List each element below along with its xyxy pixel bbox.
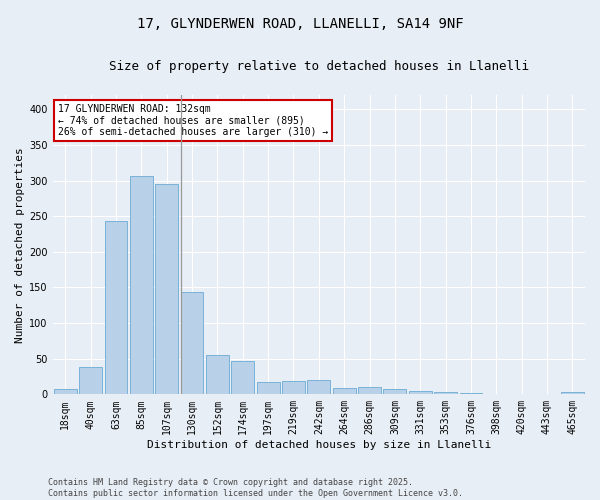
Title: Size of property relative to detached houses in Llanelli: Size of property relative to detached ho… [109,60,529,73]
Bar [104,221,127,394]
Bar [561,392,584,394]
Y-axis label: Number of detached properties: Number of detached properties [15,147,25,342]
Bar [434,392,457,394]
Text: 17, GLYNDERWEN ROAD, LLANELLI, SA14 9NF: 17, GLYNDERWEN ROAD, LLANELLI, SA14 9NF [137,18,463,32]
Text: Contains HM Land Registry data © Crown copyright and database right 2025.
Contai: Contains HM Land Registry data © Crown c… [48,478,463,498]
Bar [206,355,229,395]
Bar [232,361,254,394]
Bar [307,380,330,394]
Bar [155,184,178,394]
Bar [257,382,280,394]
Text: 17 GLYNDERWEN ROAD: 132sqm
← 74% of detached houses are smaller (895)
26% of sem: 17 GLYNDERWEN ROAD: 132sqm ← 74% of deta… [58,104,328,137]
Bar [181,292,203,394]
Bar [358,387,381,394]
Bar [333,388,356,394]
Bar [282,381,305,394]
Bar [54,390,77,394]
X-axis label: Distribution of detached houses by size in Llanelli: Distribution of detached houses by size … [147,440,491,450]
Bar [409,391,431,394]
Bar [79,368,102,394]
Bar [383,390,406,394]
Bar [130,176,153,394]
Bar [460,393,482,394]
